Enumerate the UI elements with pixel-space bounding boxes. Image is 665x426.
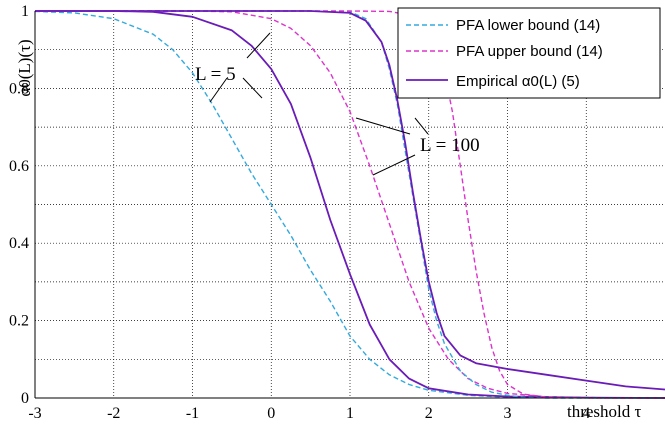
series-line-l5-2 <box>35 10 665 399</box>
legend: PFA lower bound (14) PFA upper bound (14… <box>397 7 661 99</box>
legend-box <box>397 7 661 99</box>
annotation-l5-leader-3 <box>242 77 263 99</box>
x-tick-label: 4 <box>582 405 590 422</box>
annotation-l100-leader-1 <box>355 117 411 135</box>
tick-labels: -3 -2 -1 0 1 2 3 4 0 0.2 0.4 0.6 0.8 1 <box>9 3 590 422</box>
series-line-l5-0 <box>34 10 665 399</box>
x-tick-label: 2 <box>425 405 433 422</box>
annotation-l5-text: L = 5 <box>195 64 236 85</box>
y-tick-label: 0.4 <box>9 235 29 252</box>
x-axis-label: threshold τ <box>567 402 642 421</box>
axes <box>34 11 665 399</box>
y-axis-label: α0(L)(τ) <box>15 39 34 96</box>
legend-label-empirical: Empirical α0(L) (5) <box>456 73 580 90</box>
y-tick-label: 0.8 <box>9 80 29 97</box>
series-lines <box>34 10 665 399</box>
series-line-l100-4 <box>35 10 665 399</box>
annotation-l100-leader-2 <box>372 154 416 176</box>
annotation-l100-leader-3 <box>414 117 429 135</box>
grid <box>35 11 665 398</box>
y-tick-label: 1 <box>21 3 29 20</box>
x-tick-label: -2 <box>107 405 120 422</box>
y-tick-label: 0 <box>21 390 29 407</box>
y-tick-label: 0.6 <box>9 158 29 175</box>
x-tick-label: -1 <box>186 405 199 422</box>
x-tick-label: -3 <box>28 405 41 422</box>
series-line-l100-3 <box>35 10 665 399</box>
annotation-l100-text: L = 100 <box>420 135 480 156</box>
y-tick-label: 0.2 <box>9 313 29 330</box>
annotation-l100: L = 100 <box>355 117 480 176</box>
series-line-l100-5 <box>35 10 665 391</box>
annotation-l5-leader-1 <box>246 32 271 59</box>
x-tick-label: 1 <box>346 405 354 422</box>
legend-label-upper: PFA upper bound (14) <box>456 43 603 60</box>
x-tick-label: 3 <box>504 405 512 422</box>
legend-label-lower: PFA lower bound (14) <box>456 17 600 34</box>
annotation-l5-leader-2 <box>209 77 228 103</box>
x-tick-label: 0 <box>267 405 275 422</box>
series-line-l5-1 <box>35 10 665 399</box>
annotation-l5: L = 5 <box>195 32 271 103</box>
